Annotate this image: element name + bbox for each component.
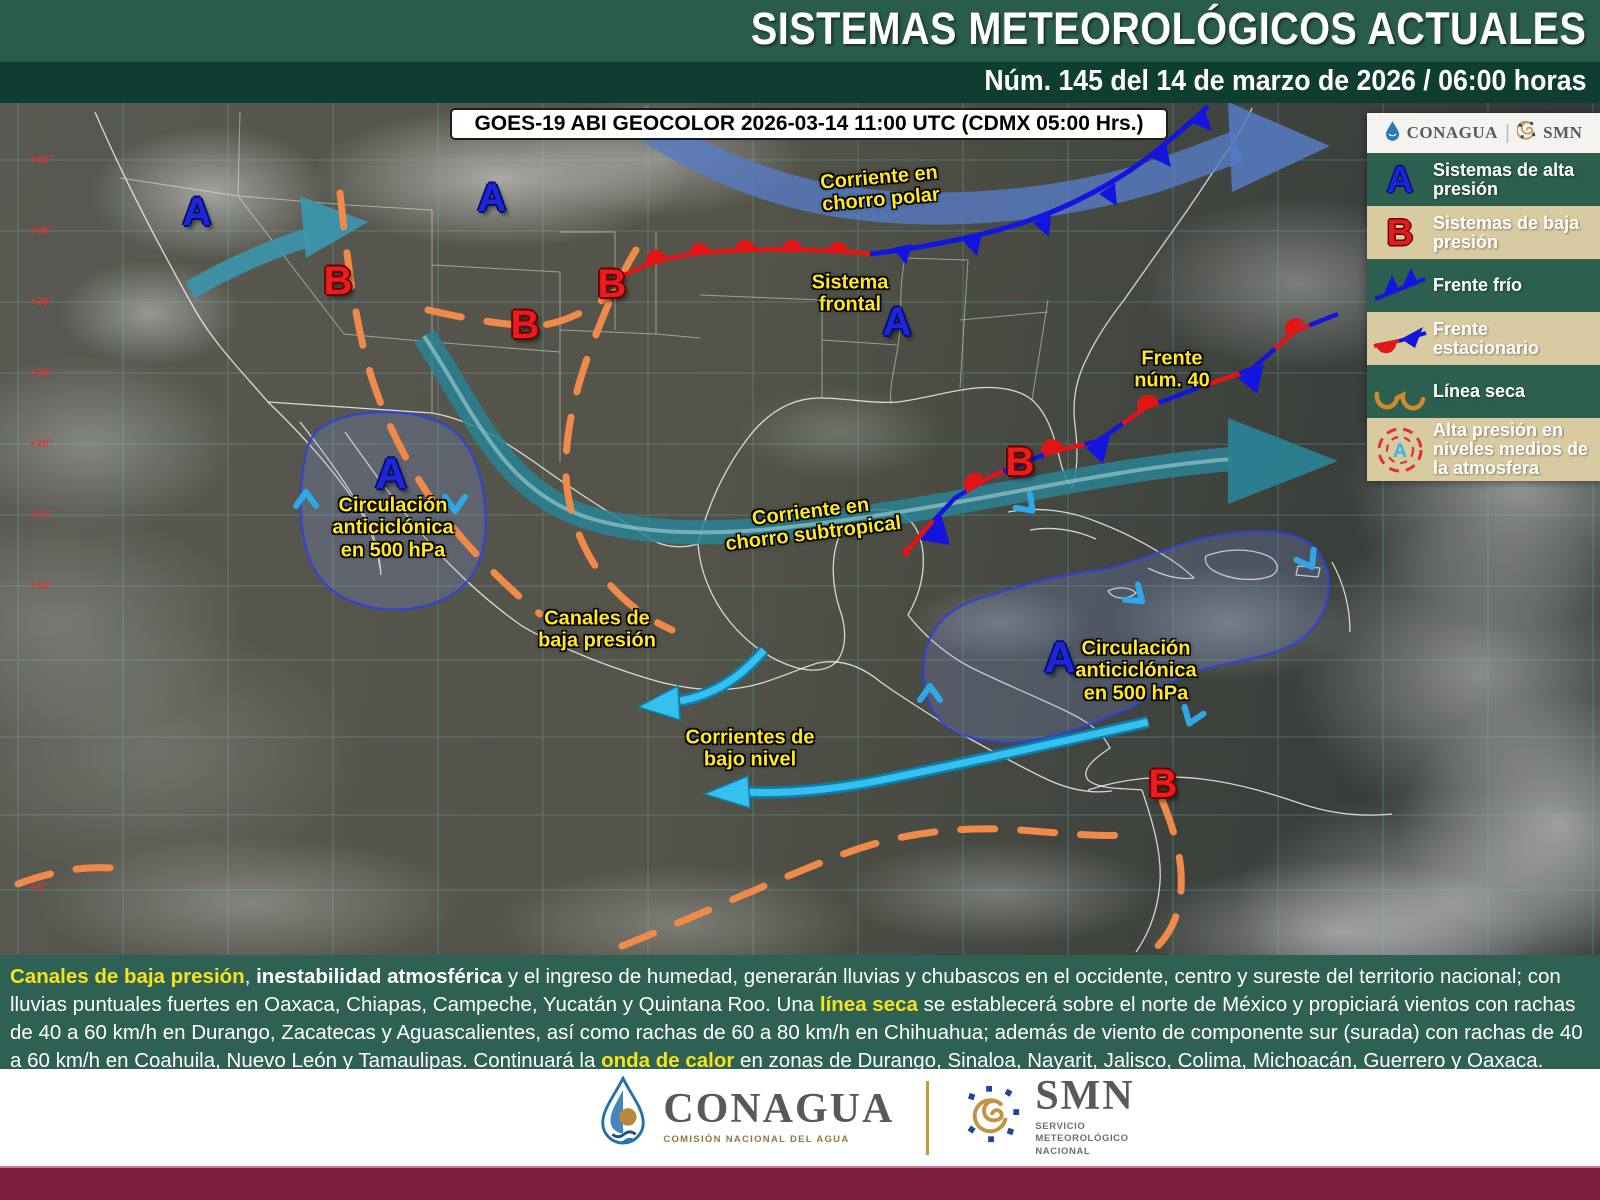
weather-summary: Canales de baja presión, inestabilidad a… bbox=[0, 955, 1600, 1072]
subtitle-band: Núm. 145 del 14 de marzo de 2026 / 06:00… bbox=[0, 62, 1600, 103]
high-pressure-letter-icon: A bbox=[1386, 159, 1414, 200]
map-annotation: Frente núm. 40 bbox=[1134, 347, 1210, 392]
satellite-map: GOES-19 ABI GEOCOLOR 2026-03-14 11:00 UT… bbox=[0, 103, 1600, 955]
legend-item-mid-level-high: A Alta presión en niveles medios de la at… bbox=[1367, 418, 1600, 481]
low-pressure-letter-icon: B bbox=[1386, 212, 1414, 253]
smn-tagline: SERVICIO METEOROLÓGICO NACIONAL bbox=[1035, 1120, 1129, 1157]
legend-logo-divider: | bbox=[1504, 121, 1511, 144]
weather-overlay bbox=[0, 103, 1600, 955]
legend-item-label: Sistemas de baja presión bbox=[1433, 212, 1580, 252]
legend-item-label: Frente frío bbox=[1433, 275, 1523, 295]
latitude-label: +40° bbox=[30, 154, 54, 166]
bottom-bar bbox=[0, 1166, 1600, 1200]
summary-segment: inestabilidad atmosférica bbox=[256, 965, 503, 988]
warm-front bbox=[616, 240, 871, 281]
anticyclonic-region-west bbox=[299, 410, 487, 611]
latitude-label: +25° bbox=[30, 367, 54, 379]
bulletin-number: Núm. 145 del 14 de marzo de 2026 / 06:00… bbox=[983, 65, 1586, 97]
latitude-label: +20° bbox=[30, 438, 54, 450]
low-pressure-troughs bbox=[14, 189, 1185, 955]
stationary-front bbox=[902, 311, 1339, 556]
low-pressure-letter: B bbox=[1005, 440, 1035, 484]
legend-item-label: Alta presión en niveles medios de la atm… bbox=[1433, 420, 1589, 478]
conagua-wordmark: CONAGUA bbox=[663, 1086, 895, 1133]
summary-segment: en zonas de Durango, Sinaloa, Nayarit, J… bbox=[734, 1049, 1544, 1072]
smn-spiral-icon bbox=[961, 1084, 1023, 1151]
map-annotation: Circulación anticiclónica en 500 hPa bbox=[332, 494, 454, 562]
low-pressure-letter: B bbox=[323, 259, 353, 303]
low-pressure-letter: B bbox=[597, 262, 627, 306]
conagua-tagline: COMISIÓN NACIONAL DEL AGUA bbox=[663, 1133, 850, 1145]
stationary-front-icon bbox=[1367, 319, 1433, 359]
summary-segment: y el ingreso de humedad, generarán lluvi… bbox=[10, 965, 1561, 1016]
footer: CONAGUA COMISIÓN NACIONAL DEL AGUA SMN S… bbox=[0, 1069, 1600, 1166]
low-level-current-arrows bbox=[636, 646, 1150, 810]
polar-jet-arrow bbox=[626, 103, 1330, 225]
legend-item-low-pressure-letter: B Sistemas de baja presión bbox=[1367, 206, 1600, 259]
smn-logo: SMN SERVICIO METEOROLÓGICO NACIONAL bbox=[961, 1073, 1135, 1158]
high-pressure-letter: A bbox=[1044, 633, 1076, 682]
dry-line-icon bbox=[1367, 370, 1433, 414]
conagua-mini-icon bbox=[1385, 120, 1400, 146]
svg-text:A: A bbox=[1393, 441, 1407, 462]
legend-item-stationary-front: Frente estacionario bbox=[1367, 312, 1600, 365]
low-pressure-letter: B bbox=[510, 303, 540, 347]
summary-segment: se establecerá sobre el norte de México … bbox=[10, 993, 1583, 1072]
latitude-label: +35° bbox=[30, 225, 54, 237]
mid-level-high-icon: A bbox=[1367, 424, 1433, 476]
latitude-label: +5° bbox=[30, 882, 47, 894]
map-annotation: Sistema frontal bbox=[811, 271, 889, 316]
legend-item-dry-line: Línea seca bbox=[1367, 365, 1600, 418]
low-pressure-letter: B bbox=[1148, 762, 1178, 806]
legend-item-high-pressure-letter: A Sistemas de alta presión bbox=[1367, 153, 1600, 206]
legend-item-label: Sistemas de alta presión bbox=[1433, 159, 1575, 199]
anticyclonic-regions bbox=[299, 410, 1331, 744]
map-annotation: Circulación anticiclónica en 500 hPa bbox=[1075, 637, 1197, 705]
summary-segment: Canales de baja presión bbox=[10, 965, 245, 988]
smn-wordmark: SMN bbox=[1035, 1073, 1135, 1120]
summary-segment: línea seca bbox=[819, 993, 918, 1016]
cold-front-icon bbox=[1367, 266, 1433, 306]
wind-chevrons bbox=[293, 489, 1317, 727]
latitude-label: +15° bbox=[30, 509, 54, 521]
high-pressure-letter: A bbox=[477, 176, 507, 220]
satellite-caption: GOES-19 ABI GEOCOLOR 2026-03-14 11:00 UT… bbox=[452, 110, 1166, 138]
legend-conagua-logo: CONAGUA bbox=[1406, 123, 1498, 142]
subtropical-jet-arrow bbox=[414, 329, 1338, 545]
legend-header: CONAGUA | SMN bbox=[1367, 113, 1600, 153]
footer-divider bbox=[926, 1080, 930, 1155]
high-pressure-letter: A bbox=[375, 449, 407, 498]
title-band: SISTEMAS METEOROLÓGICOS ACTUALES bbox=[0, 0, 1600, 62]
high-pressure-letter: A bbox=[882, 300, 912, 344]
cold-front bbox=[869, 104, 1212, 265]
summary-segment: , bbox=[244, 965, 257, 988]
conagua-drop-icon bbox=[595, 1075, 651, 1159]
summary-segment: onda de calor bbox=[601, 1049, 735, 1072]
conagua-logo: CONAGUA COMISIÓN NACIONAL DEL AGUA bbox=[595, 1075, 895, 1159]
high-pressure-letter: A bbox=[182, 190, 212, 234]
latitude-label: +30° bbox=[30, 296, 54, 308]
map-annotation: Canales de baja presión bbox=[538, 607, 656, 652]
page-title: SISTEMAS METEOROLÓGICOS ACTUALES bbox=[750, 3, 1586, 54]
map-annotation: Corrientes de bajo nivel bbox=[685, 726, 815, 771]
legend-item-label: Frente estacionario bbox=[1433, 318, 1540, 358]
latitude-label: +10° bbox=[30, 580, 54, 592]
legend: CONAGUA | SMN A Sistemas de alta presión B… bbox=[1367, 113, 1600, 481]
legend-item-cold-front: Frente frío bbox=[1367, 259, 1600, 312]
west-jet-arrow bbox=[185, 196, 368, 299]
legend-item-label: Línea seca bbox=[1433, 381, 1526, 401]
anticyclonic-region-caribbean bbox=[922, 530, 1331, 744]
legend-smn-logo: SMN bbox=[1543, 123, 1583, 142]
smn-mini-icon bbox=[1516, 120, 1536, 145]
